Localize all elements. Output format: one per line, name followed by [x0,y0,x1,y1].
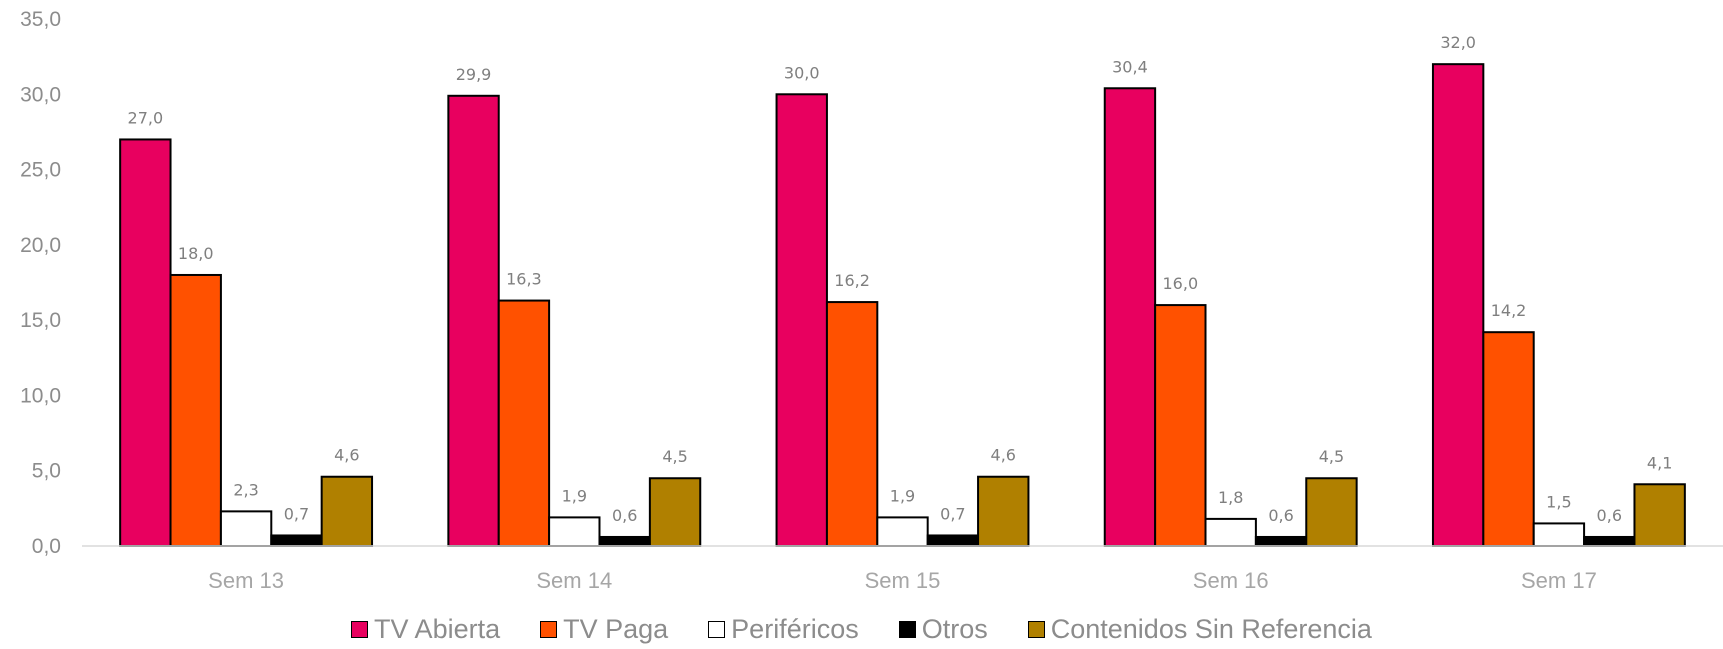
bar-perif-ricos [1532,522,1586,548]
data-label: 29,9 [456,65,492,84]
data-label: 4,6 [991,446,1016,465]
bar-otros [270,534,323,548]
data-labels: 27,0 18,0 2,3 0,7 4,6 29,9 16,3 1,9 0,6 4,5 30,0 16… [128,33,1673,525]
data-label: 4,1 [1647,453,1672,472]
legend-swatch [1027,620,1045,638]
bar-perif-ricos [219,510,273,547]
bar-perif-ricos [1204,517,1257,548]
bar-tv-abierta [119,138,172,547]
bar-perif-ricos [876,516,929,547]
bar-tv-paga [1482,331,1535,547]
bars [119,63,1686,548]
x-category-label: Sem 17 [1521,568,1597,593]
data-label: 1,9 [562,486,587,505]
data-label: 0,6 [1268,506,1293,525]
data-label: 1,5 [1546,492,1571,511]
data-label: 1,8 [1218,488,1243,507]
x-axis: Sem 13 Sem 14 Sem 15 Sem 16 Sem 17 [208,568,1597,593]
y-tick-label: 0,0 [32,535,61,558]
y-tick-label: 20,0 [20,234,61,257]
data-label: 30,0 [784,63,820,82]
bar-tv-paga [169,273,222,547]
bar-tv-abierta [1431,63,1485,548]
bar-contenidos-sin-referencia [977,475,1030,548]
data-label: 16,3 [506,270,542,289]
legend-item: Otros [898,613,988,645]
data-label: 30,4 [1112,57,1148,76]
bar-otros [1583,535,1636,547]
legend-item: Contenidos Sin Referencia [1027,613,1372,645]
legend-swatch [708,620,726,638]
bar-tv-abierta [775,93,828,548]
data-label: 27,0 [128,108,164,127]
bar-tv-abierta [447,94,500,547]
legend-swatch [351,620,369,638]
legend-item: TV Abierta [351,614,500,645]
data-label: 18,0 [178,244,214,263]
y-tick-label: 25,0 [20,159,61,182]
bar-perif-ricos [548,516,601,547]
x-category-label: Sem 16 [1193,568,1269,593]
y-axis: 0,0 5,0 10,0 15,0 20,0 25,0 30,0 35,0 [20,8,61,558]
y-tick-label: 30,0 [20,83,61,106]
data-label: 32,0 [1440,33,1476,52]
y-tick-label: 5,0 [32,460,61,483]
data-label: 4,6 [334,446,359,465]
legend-label: Periféricos [731,613,859,644]
legend-label: Otros [921,613,988,644]
data-label: 2,3 [233,480,258,499]
bar-otros [598,535,651,547]
legend-swatch [898,620,916,638]
bar-chart: 0,05,010,015,020,025,030,035,0 27,018,02… [20,8,1723,593]
bar-tv-paga [825,301,879,547]
bar-tv-paga [1154,304,1207,548]
data-label: 1,9 [890,486,915,505]
data-label: 4,5 [1319,447,1344,466]
legend: TV Abierta TV Paga Periféricos Otros Conteni… [0,612,1723,646]
bar-contenidos-sin-referencia [320,475,374,548]
x-category-label: Sem 15 [865,568,941,593]
bar-contenidos-sin-referencia [1633,483,1686,548]
x-category-label: Sem 13 [208,568,284,593]
legend-swatch [540,620,558,638]
legend-label: TV Abierta [374,613,501,644]
data-label: 0,6 [1597,506,1622,525]
y-tick-label: 15,0 [20,309,61,332]
legend-item: TV Paga [540,614,668,645]
y-tick-label: 35,0 [20,8,61,31]
data-label: 4,5 [662,447,687,466]
data-label: 14,2 [1491,301,1527,320]
data-label: 0,7 [940,504,965,523]
legend-item: Periféricos [708,614,859,645]
data-label: 16,2 [834,271,870,290]
x-category-label: Sem 14 [536,568,612,593]
y-tick-label: 10,0 [20,384,61,407]
bar-tv-paga [497,299,551,547]
bar-tv-abierta [1103,87,1157,548]
bar-contenidos-sin-referencia [1305,477,1358,547]
legend-label: TV Paga [563,613,669,644]
bar-otros [926,534,980,548]
bar-contenidos-sin-referencia [648,477,702,547]
data-label: 0,7 [284,504,309,523]
data-label: 16,0 [1163,274,1199,293]
data-label: 0,6 [612,506,637,525]
bar-otros [1254,535,1308,547]
legend-label: Contenidos Sin Referencia [1050,613,1372,644]
